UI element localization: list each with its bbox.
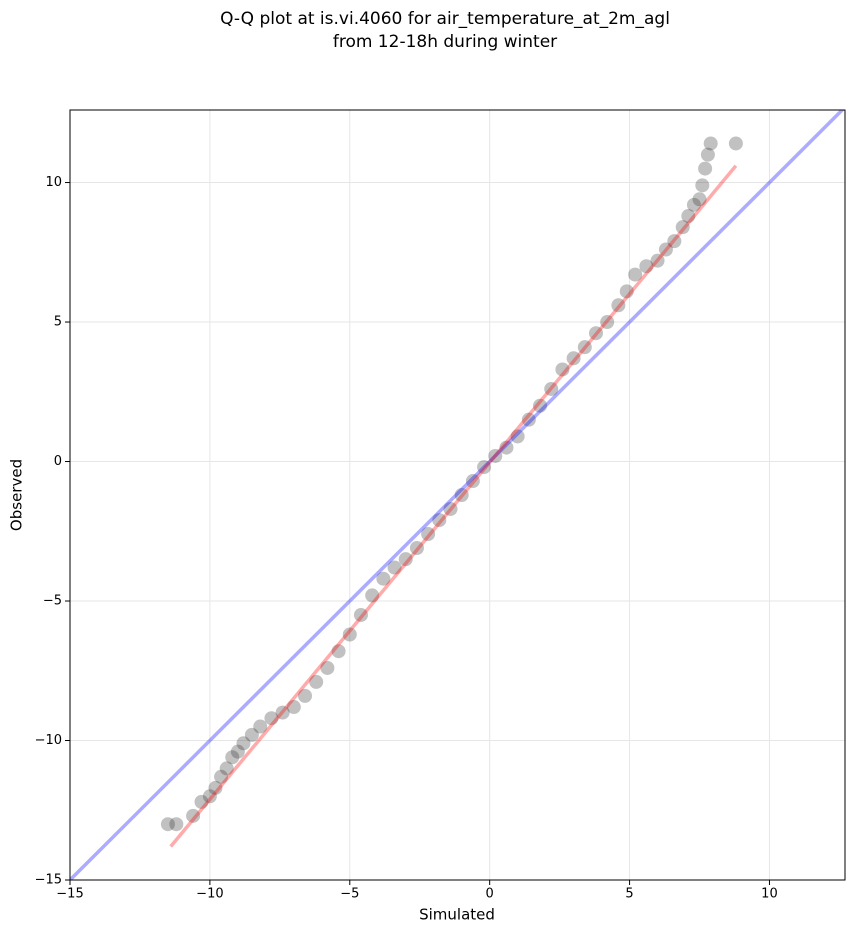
y-tick-label: −5 [43,594,62,609]
reference-line [70,110,845,880]
point [331,644,346,659]
point [477,460,492,475]
y-tick-label: 10 [45,175,62,190]
point [658,242,673,257]
chart-title: from 12-18h during winter [333,32,557,52]
point [253,719,268,734]
point [555,362,570,377]
point [703,136,718,151]
x-tick-label: −15 [56,887,83,902]
point [611,298,626,313]
point [488,448,503,463]
point [510,429,525,444]
point [421,527,436,542]
x-tick-label: −5 [340,887,359,902]
x-axis-label: Simulated [419,906,495,924]
point [544,381,559,396]
point [275,705,290,720]
point [692,192,707,207]
point [160,817,175,832]
point [619,284,634,299]
point [499,440,514,455]
point [353,607,368,622]
point [236,736,251,751]
point [698,161,713,176]
y-tick-label: −10 [35,733,62,748]
x-tick-label: −10 [196,887,223,902]
x-tick-label: 10 [761,887,778,902]
point [214,769,229,784]
point [728,136,743,151]
y-tick-label: 5 [54,315,62,330]
point [342,627,357,642]
point [409,541,424,556]
point [298,688,313,703]
point [443,501,458,516]
point [667,234,682,249]
chart-title: Q-Q plot at is.vi.4060 for air_temperatu… [220,9,670,29]
point [695,178,710,193]
y-tick-label: 0 [54,454,62,469]
plot-area [70,110,845,880]
axes-frame [69,109,846,881]
point [675,220,690,235]
point [521,412,536,427]
point [208,780,223,795]
point [628,267,643,282]
point [264,711,279,726]
point [398,552,413,567]
point [244,727,259,742]
point [650,253,665,268]
point [700,147,715,162]
point [588,326,603,341]
point [465,474,480,489]
point [219,761,234,776]
point [194,794,209,809]
point [365,588,380,603]
point [376,571,391,586]
point [533,398,548,413]
point [432,513,447,528]
point [225,750,240,765]
point [566,351,581,366]
x-tick-label: 5 [625,887,633,902]
point [639,259,654,274]
point [309,674,324,689]
x-tick-label: 0 [486,887,494,902]
point [454,488,469,502]
y-tick-label: −15 [35,873,62,888]
point [230,744,245,759]
point [202,789,217,804]
y-axis-label: Observed [8,459,26,531]
point [577,340,592,355]
point [286,700,301,715]
point [600,315,615,330]
point [169,817,184,832]
point [686,197,701,212]
reference-line [169,164,738,848]
point [320,660,335,675]
point [681,209,696,224]
point [186,808,201,823]
point [387,560,402,575]
